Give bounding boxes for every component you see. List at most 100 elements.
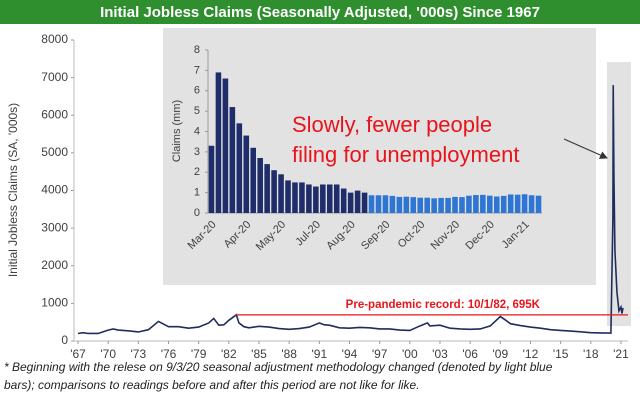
y-tick-label: 5000 bbox=[41, 145, 68, 159]
bar bbox=[424, 197, 430, 213]
annotation: filing for unemployment bbox=[292, 142, 519, 167]
x-tick-label: '03 bbox=[432, 347, 448, 361]
bar bbox=[445, 197, 451, 213]
bar bbox=[320, 184, 326, 213]
inset-y-tick-label: 1 bbox=[194, 187, 200, 199]
bar bbox=[431, 198, 437, 213]
x-tick-label: '91 bbox=[312, 347, 328, 361]
bar bbox=[410, 197, 417, 213]
bar bbox=[521, 194, 528, 213]
x-tick-label: '76 bbox=[161, 347, 177, 361]
bar bbox=[403, 196, 410, 213]
inset-y-tick-label: 7 bbox=[194, 64, 200, 76]
bar bbox=[257, 157, 263, 213]
bar bbox=[250, 147, 257, 213]
reference-label: Pre-pandemic record: 10/1/82, 695K bbox=[346, 299, 541, 311]
bar bbox=[389, 195, 396, 213]
bar bbox=[243, 135, 250, 213]
bar bbox=[396, 196, 403, 213]
bar bbox=[473, 195, 479, 213]
footnote: * Beginning with the relese on 9/3/20 se… bbox=[4, 360, 553, 374]
bar bbox=[299, 182, 305, 213]
title-bar bbox=[0, 0, 640, 24]
bar bbox=[493, 196, 500, 213]
x-tick-label: '82 bbox=[221, 347, 237, 361]
bar bbox=[535, 195, 542, 213]
bar bbox=[375, 195, 382, 213]
bar bbox=[313, 186, 319, 213]
bar bbox=[361, 192, 368, 213]
bar bbox=[417, 197, 424, 213]
y-tick-label: 1000 bbox=[41, 296, 68, 310]
inset-y-tick-label: 8 bbox=[194, 44, 200, 56]
inset-y-tick-label: 5 bbox=[194, 105, 200, 117]
inset-y-tick-label: 4 bbox=[194, 125, 200, 137]
bar bbox=[480, 194, 486, 213]
x-tick-label: '15 bbox=[553, 347, 569, 361]
bar bbox=[487, 195, 493, 213]
y-tick-label: 2000 bbox=[41, 258, 68, 272]
y-axis-label: Initial Jobless Claims (SA, '000s) bbox=[6, 103, 20, 277]
bar bbox=[285, 180, 291, 213]
bar bbox=[208, 145, 215, 213]
bar bbox=[466, 195, 472, 213]
bar bbox=[264, 164, 270, 213]
inset-y-tick-label: 0 bbox=[194, 207, 200, 219]
bar bbox=[292, 182, 298, 213]
x-tick-label: '06 bbox=[462, 347, 478, 361]
x-tick-label: '94 bbox=[342, 347, 358, 361]
bar bbox=[347, 192, 354, 213]
x-tick-label: '67 bbox=[70, 347, 86, 361]
bar bbox=[229, 107, 236, 213]
bar bbox=[271, 170, 277, 213]
x-tick-label: '09 bbox=[492, 347, 508, 361]
bar bbox=[222, 78, 229, 214]
x-tick-label: '18 bbox=[583, 347, 599, 361]
bar bbox=[340, 188, 347, 213]
y-tick-label: 6000 bbox=[41, 107, 68, 121]
inset-background bbox=[163, 28, 596, 285]
bar bbox=[382, 195, 389, 213]
bar bbox=[278, 174, 284, 213]
inset-y-tick-label: 3 bbox=[194, 146, 200, 158]
x-tick-label: '70 bbox=[100, 347, 116, 361]
bar bbox=[326, 184, 333, 213]
bar bbox=[306, 184, 312, 213]
line-series bbox=[77, 85, 624, 335]
bar bbox=[438, 197, 444, 213]
y-tick-label: 3000 bbox=[41, 220, 68, 234]
y-tick-label: 8000 bbox=[41, 32, 68, 46]
x-tick-label: '12 bbox=[523, 347, 539, 361]
chart-title: Initial Jobless Claims (Seasonally Adjus… bbox=[100, 4, 540, 21]
bar bbox=[333, 184, 340, 213]
x-tick-label: '21 bbox=[613, 347, 629, 361]
bar bbox=[514, 194, 521, 213]
y-tick-label: 7000 bbox=[41, 70, 68, 84]
bar bbox=[368, 195, 375, 213]
inset-y-tick-label: 2 bbox=[194, 166, 200, 178]
bar bbox=[459, 197, 465, 213]
highlight-box bbox=[607, 62, 631, 326]
footnote: bars); comparisons to readings before an… bbox=[4, 378, 420, 392]
bar bbox=[215, 72, 222, 213]
y-tick-label: 4000 bbox=[41, 183, 68, 197]
x-tick-label: '73 bbox=[131, 347, 147, 361]
bar bbox=[452, 196, 458, 213]
bar bbox=[528, 195, 535, 213]
bar bbox=[507, 194, 514, 213]
bar bbox=[236, 123, 243, 213]
x-tick-label: '85 bbox=[251, 347, 267, 361]
bar bbox=[354, 190, 361, 213]
x-tick-label: '88 bbox=[281, 347, 297, 361]
x-tick-label: '00 bbox=[402, 347, 418, 361]
inset-y-axis-label: Claims (mm) bbox=[171, 100, 183, 162]
arrow bbox=[563, 138, 608, 159]
y-tick-label: 0 bbox=[61, 333, 68, 347]
annotation: Slowly, fewer people bbox=[292, 112, 492, 137]
x-tick-label: '97 bbox=[372, 347, 388, 361]
x-tick-label: '79 bbox=[191, 347, 207, 361]
bar bbox=[500, 195, 507, 213]
inset-y-tick-label: 6 bbox=[194, 85, 200, 97]
